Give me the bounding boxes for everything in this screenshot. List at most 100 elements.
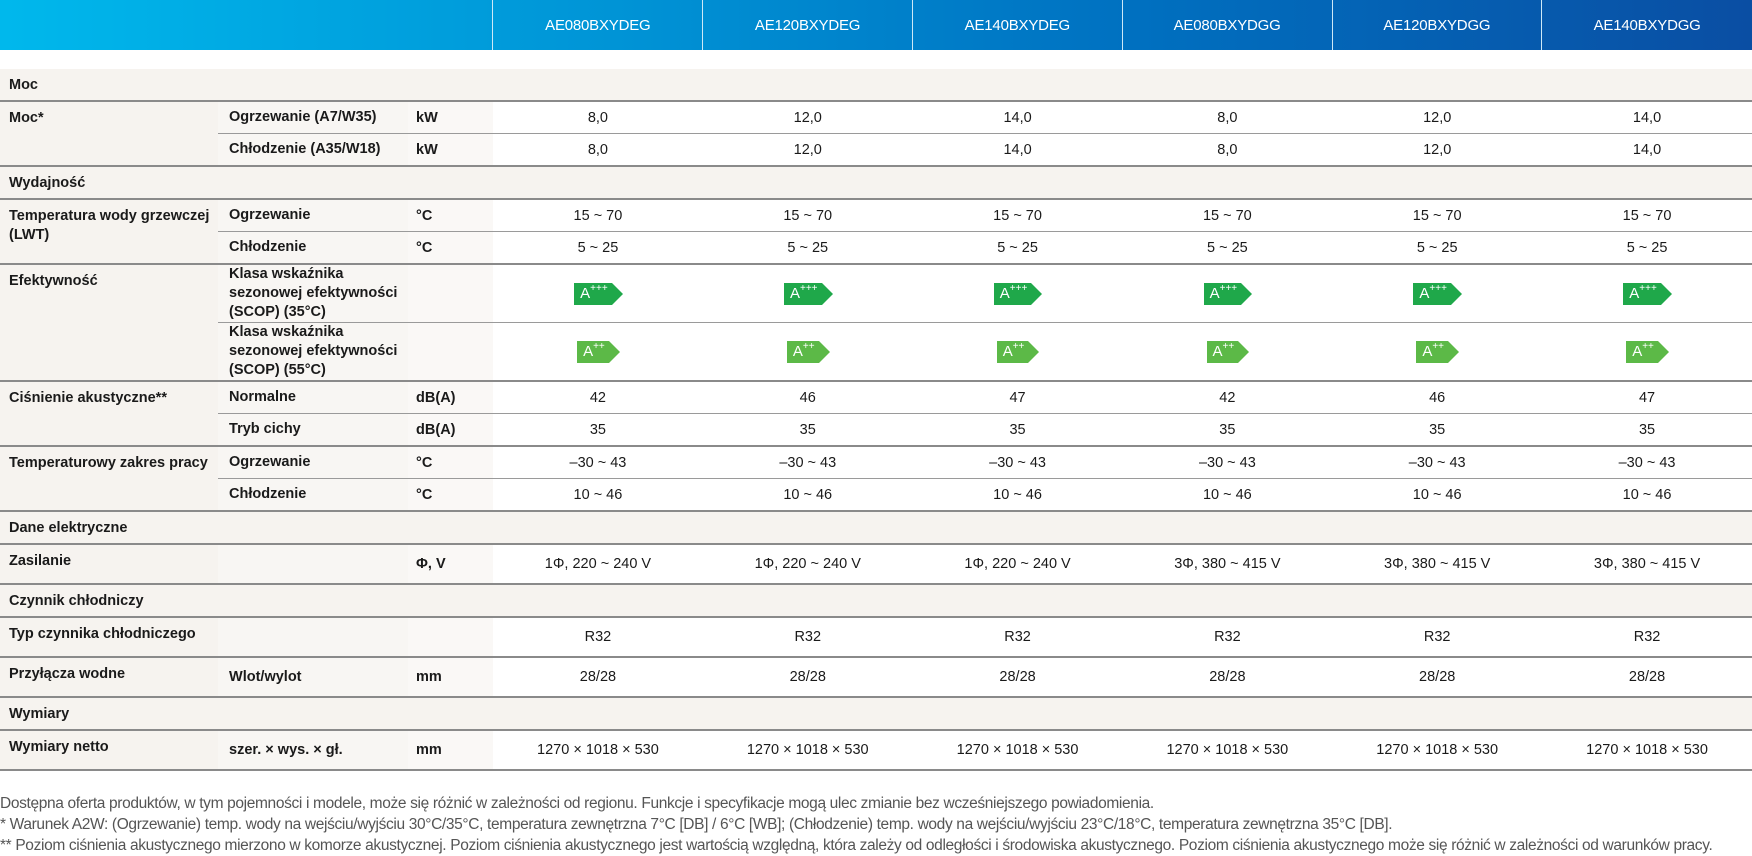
value-cell: 1270 × 1018 × 530 [493, 730, 703, 771]
energy-class-plus: +++ [799, 282, 818, 294]
value-cell: 28/28 [493, 657, 703, 698]
table-row: Efektywność Klasa wskaźnika sezonowej efe… [0, 264, 1752, 382]
row-label: Temperatura wody grzewczej (LWT) [0, 199, 219, 265]
value-cell: 1Φ, 220 ~ 240 V [912, 544, 1123, 585]
section-title: Wydajność [0, 166, 1752, 200]
section-title: Wymiary [0, 697, 1752, 731]
row-sublabel: Tryb cichy [218, 413, 409, 447]
value-cell: 46 [702, 381, 913, 414]
value-cell: A++ [912, 322, 1123, 382]
row-unit: °C [408, 478, 494, 512]
energy-class-badge: A+++ [574, 282, 623, 305]
value-cell: 35 [1542, 413, 1752, 447]
row-label: Zasilanie [0, 544, 219, 585]
energy-class-letter: A [1209, 284, 1220, 302]
row-unit: mm [408, 730, 494, 771]
value-cell: R32 [1542, 617, 1752, 658]
energy-class-plus: +++ [1639, 282, 1657, 294]
table-row: Chłodzenie (A35/W18) kW 8,0 12,0 14,0 8,0 12,0… [0, 133, 1752, 167]
energy-class-plus: +++ [1009, 282, 1028, 294]
table-header: AE080BXYDEG AE120BXYDEG AE140BXYDEG AE08… [0, 0, 1752, 50]
energy-class-letter: A [580, 284, 591, 302]
energy-class-plus: +++ [1429, 282, 1447, 294]
value-cell: –30 ~ 43 [1332, 446, 1543, 479]
energy-class-letter: A [1632, 342, 1643, 360]
value-cell: 5 ~ 25 [1122, 231, 1333, 265]
value-cell: 5 ~ 25 [702, 231, 913, 265]
row-unit: °C [408, 446, 494, 479]
row-unit: °C [408, 199, 494, 232]
value-cell: R32 [912, 617, 1123, 658]
table-row: Typ czynnika chłodniczego R32 R32 R32 R32 R32… [0, 617, 1752, 658]
value-cell: 47 [912, 381, 1123, 414]
value-cell: 12,0 [702, 101, 913, 134]
value-cell: 15 ~ 70 [702, 199, 913, 232]
row-sublabel: Klasa wskaźnika sezonowej efektywności (… [218, 322, 409, 382]
section-row: Wymiary [0, 697, 1752, 731]
value-cell: A++ [702, 322, 913, 382]
value-cell: 28/28 [1332, 657, 1543, 698]
row-sublabel: Ogrzewanie [218, 199, 409, 232]
row-sublabel: Ogrzewanie (A7/W35) [218, 101, 409, 134]
energy-class-plus: ++ [593, 340, 605, 352]
energy-class-badge: A+++ [1203, 282, 1252, 305]
value-cell: 1270 × 1018 × 530 [1122, 730, 1333, 771]
row-label: Temperaturowy zakres pracy [0, 446, 219, 512]
value-cell: 10 ~ 46 [1332, 478, 1543, 512]
row-unit: Φ, V [408, 544, 494, 585]
table-row: Klasa wskaźnika sezonowej efektywności (… [0, 322, 1752, 382]
energy-class-plus: ++ [1222, 340, 1235, 352]
row-unit: dB(A) [408, 413, 494, 447]
row-label: Przyłącza wodne [0, 657, 219, 698]
energy-class-badge: A+++ [993, 282, 1042, 305]
model-header: AE140BXYDEG [913, 0, 1123, 50]
value-cell: 1270 × 1018 × 530 [912, 730, 1123, 771]
table-row: Zasilanie Φ, V 1Φ, 220 ~ 240 V 1Φ, 220 ~ 24… [0, 544, 1752, 585]
row-label: Wymiary netto [0, 730, 219, 771]
value-cell: 15 ~ 70 [912, 199, 1123, 232]
value-cell: 42 [493, 381, 703, 414]
value-cell: 28/28 [912, 657, 1123, 698]
model-header: AE140BXYDGG [1593, 16, 1701, 34]
value-cell: 8,0 [1122, 133, 1333, 167]
value-cell: A+++ [1542, 264, 1752, 323]
table-row: Chłodzenie °C 10 ~ 46 10 ~ 46 10 ~ 46 10 ~ 46… [0, 478, 1752, 512]
row-label: Typ czynnika chłodniczego [0, 617, 219, 658]
value-cell: A+++ [1332, 264, 1543, 323]
value-cell: 35 [1332, 413, 1543, 447]
model-header: AE080BXYDGG [1123, 0, 1333, 50]
value-cell: 14,0 [912, 101, 1123, 134]
row-sublabel [218, 617, 409, 658]
energy-class-badge: A++ [996, 340, 1040, 363]
table-row: Temperatura wody grzewczej (LWT) Ogrzewan… [0, 199, 1752, 265]
energy-class-badge: A++ [786, 340, 830, 363]
energy-class-letter: A [999, 284, 1010, 302]
table-row: Tryb cichy dB(A) 35 35 35 35 35 35 [0, 413, 1752, 447]
row-unit [408, 264, 494, 323]
value-cell: 35 [912, 413, 1123, 447]
section-title: Dane elektryczne [0, 511, 1752, 545]
row-unit: kW [408, 133, 494, 167]
table-row: Przyłącza wodne Wlot/wylot mm 28/28 28/28 28/… [0, 657, 1752, 698]
energy-class-badge: A+++ [783, 282, 832, 305]
row-sublabel: Chłodzenie [218, 231, 409, 265]
value-cell: R32 [1122, 617, 1333, 658]
spec-table: Moc Moc* Ogrzewanie (A7/W35) kW 8,0 12,0 14,0 8… [0, 69, 1752, 771]
energy-class-letter: A [583, 342, 594, 360]
row-sublabel: Klasa wskaźnika sezonowej efektywności (… [218, 264, 409, 323]
value-cell: 5 ~ 25 [1542, 231, 1752, 265]
energy-class-badge: A++ [1626, 340, 1669, 363]
table-row: Moc* Ogrzewanie (A7/W35) kW 8,0 12,0 14,0 8,0 1… [0, 101, 1752, 167]
value-cell: 5 ~ 25 [912, 231, 1123, 265]
value-cell: 42 [1122, 381, 1333, 414]
value-cell: –30 ~ 43 [493, 446, 703, 479]
value-cell: 3Φ, 380 ~ 415 V [1122, 544, 1333, 585]
section-row: Czynnik chłodniczy [0, 584, 1752, 618]
value-cell: 10 ~ 46 [1122, 478, 1333, 512]
value-cell: –30 ~ 43 [702, 446, 913, 479]
value-cell: A++ [493, 322, 703, 382]
value-cell: A++ [1542, 322, 1752, 382]
row-label: Moc* [0, 101, 219, 167]
energy-class-letter: A [789, 284, 800, 302]
value-cell: 15 ~ 70 [1332, 199, 1543, 232]
